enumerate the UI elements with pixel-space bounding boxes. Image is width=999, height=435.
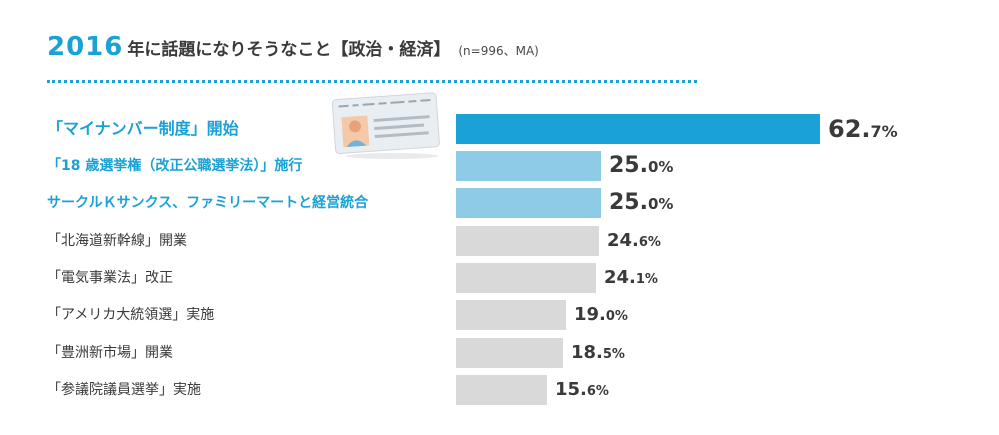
title-main: 年に話題になりそうなこと【政治・経済】 [127,40,451,60]
value-label: 24.1% [604,263,658,293]
bar [456,338,563,368]
value-integer: 24. [604,267,636,288]
value-integer: 19. [574,304,606,325]
category-label: 「18 歳選挙権（改正公職選挙法）」施行 [47,158,303,174]
bar [456,151,601,181]
category-label: 「マイナンバー制度」開始 [47,119,239,138]
bar [456,263,596,293]
bar-row: サークルＫサンクス、ファミリーマートと経営統合 25.0% [0,188,999,218]
bar [456,188,601,218]
value-label: 15.6% [555,375,609,405]
value-integer: 15. [555,379,587,400]
value-decimal: 0% [647,158,674,176]
id-card-icon [331,92,440,159]
value-decimal: 0% [647,195,674,213]
category-label: 「参議院議員選挙」実施 [47,382,201,398]
category-label: 「豊洲新市場」開業 [47,345,173,361]
value-decimal: 6% [638,235,661,250]
value-decimal: 6% [586,384,609,399]
value-label: 18.5% [571,338,625,368]
value-decimal: 5% [602,347,625,362]
value-label: 24.6% [607,226,661,256]
bar [456,226,599,256]
title-dotted-divider [47,80,697,83]
title-note: (n=996、MA) [458,44,539,58]
chart-title: 2016 年に話題になりそうなこと【政治・経済】 (n=996、MA) [47,32,539,68]
bar-row: 「マイナンバー制度」開始 62.7% [0,114,999,144]
value-integer: 25. [609,153,648,178]
bar-row: 「アメリカ大統領選」実施 19.0% [0,300,999,330]
value-integer: 25. [609,190,648,215]
bar-row: 「電気事業法」改正 24.1% [0,263,999,293]
value-integer: 24. [607,230,639,251]
value-label: 25.0% [609,188,673,218]
bar-row: 「18 歳選挙権（改正公職選挙法）」施行 25.0% [0,151,999,181]
value-decimal: 1% [635,272,658,287]
bar-row: 「北海道新幹線」開業 24.6% [0,226,999,256]
category-label: 「電気事業法」改正 [47,270,173,286]
value-label: 25.0% [609,151,673,181]
title-year: 2016 [47,32,124,62]
bar-row: 「豊洲新市場」開業 18.5% [0,338,999,368]
bar [456,375,547,405]
category-label: 「アメリカ大統領選」実施 [47,307,215,323]
category-label: 「北海道新幹線」開業 [47,233,187,249]
bar [456,114,820,144]
value-integer: 18. [571,342,603,363]
bar [456,300,566,330]
value-label: 19.0% [574,300,628,330]
value-integer: 62. [828,115,871,143]
value-decimal: 0% [605,309,628,324]
category-label: サークルＫサンクス、ファミリーマートと経営統合 [47,195,369,211]
value-label: 62.7% [828,114,898,144]
bar-row: 「参議院議員選挙」実施 15.6% [0,375,999,405]
value-decimal: 7% [870,122,898,141]
